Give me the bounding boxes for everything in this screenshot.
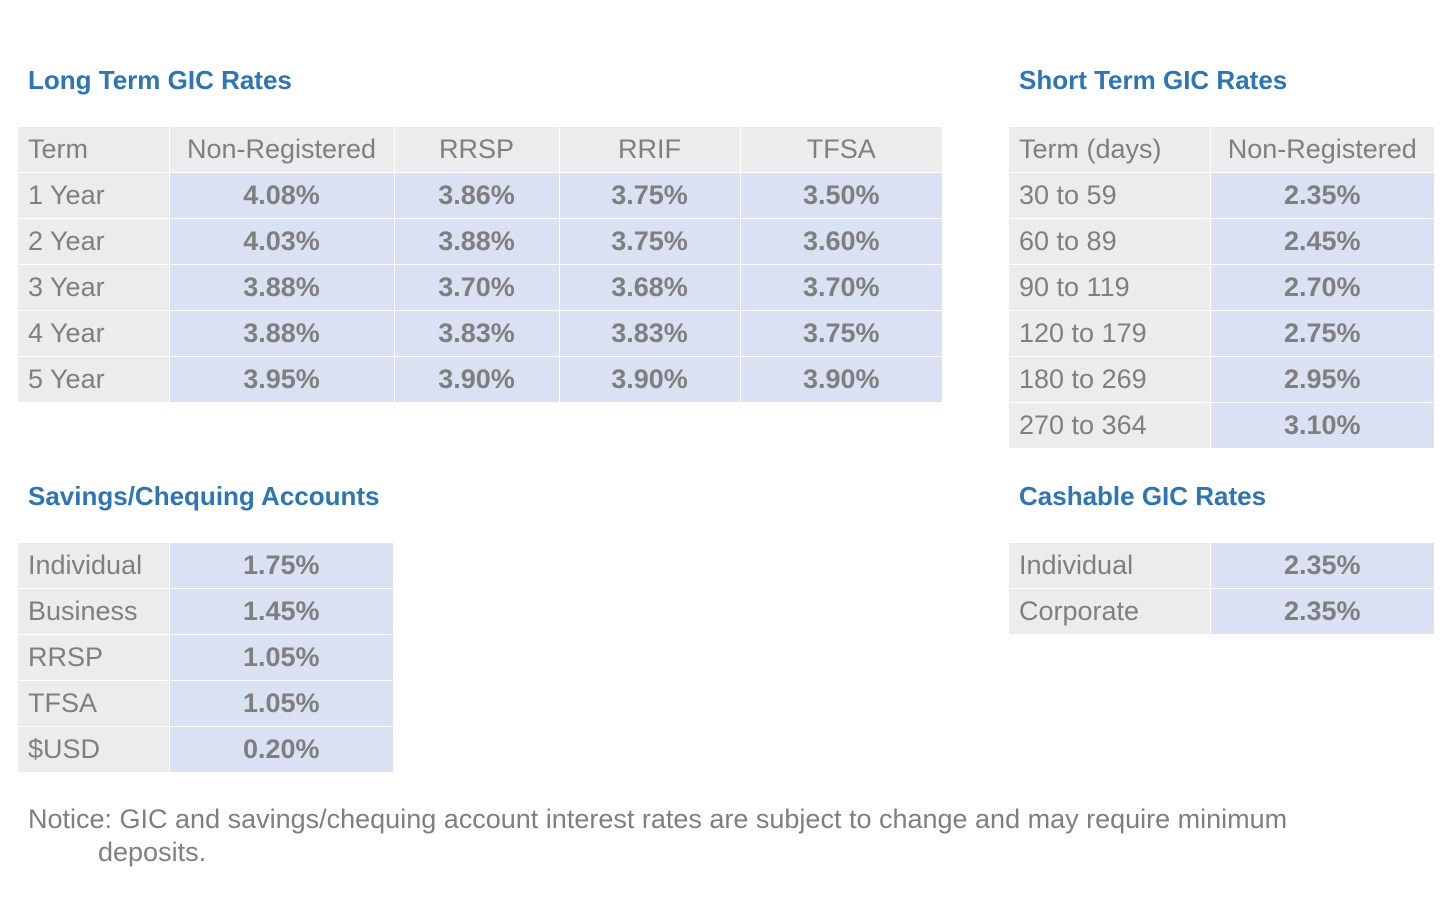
rate-value: 3.10% — [1210, 402, 1434, 448]
rate-non-registered: 4.03% — [169, 218, 395, 265]
rate-rrif: 3.90% — [559, 356, 741, 402]
rate-value: 2.75% — [1210, 310, 1434, 357]
table-header-row: Term (days) Non-Registered — [1009, 127, 1434, 173]
account-label: RRSP — [18, 634, 170, 681]
rate-tfsa: 3.75% — [740, 310, 942, 357]
table-row: 2 Year 4.03% 3.88% 3.75% 3.60% — [18, 218, 942, 265]
table-row: Individual 1.75% — [18, 543, 393, 589]
cashable-table: Individual 2.35% Corporate 2.35% — [1009, 543, 1434, 634]
term-label: 3 Year — [18, 264, 170, 311]
rate-tfsa: 3.70% — [740, 264, 942, 311]
term-label: 120 to 179 — [1009, 310, 1211, 357]
table-row: $USD 0.20% — [18, 726, 393, 772]
rate-rrsp: 3.70% — [394, 264, 560, 311]
rate-non-registered: 3.88% — [169, 310, 395, 357]
rate-non-registered: 4.08% — [169, 172, 395, 219]
term-label: 30 to 59 — [1009, 172, 1211, 219]
table-row: Corporate 2.35% — [1009, 588, 1434, 634]
table-row: RRSP 1.05% — [18, 634, 393, 681]
rate-tfsa: 3.50% — [740, 172, 942, 219]
header-tfsa: TFSA — [740, 127, 942, 173]
rate-rrif: 3.75% — [559, 172, 741, 219]
table-row: 30 to 59 2.35% — [1009, 172, 1434, 219]
rate-value: 1.05% — [169, 680, 393, 727]
rate-value: 2.45% — [1210, 218, 1434, 265]
header-non-registered: Non-Registered — [1210, 127, 1434, 173]
rate-rrsp: 3.86% — [394, 172, 560, 219]
rate-value: 1.05% — [169, 634, 393, 681]
table-row: 4 Year 3.88% 3.83% 3.83% 3.75% — [18, 310, 942, 357]
term-label: 1 Year — [18, 172, 170, 219]
rate-value: 1.45% — [169, 588, 393, 635]
term-label: 270 to 364 — [1009, 402, 1211, 448]
long-term-table: Term Non-Registered RRSP RRIF TFSA 1 Yea… — [18, 127, 942, 402]
rate-rrsp: 3.90% — [394, 356, 560, 402]
rate-tfsa: 3.90% — [740, 356, 942, 402]
rate-rrif: 3.68% — [559, 264, 741, 311]
savings-table: Individual 1.75% Business 1.45% RRSP 1.0… — [18, 543, 393, 772]
table-row: 120 to 179 2.75% — [1009, 310, 1434, 357]
term-label: 90 to 119 — [1009, 264, 1211, 311]
table-row: TFSA 1.05% — [18, 680, 393, 727]
term-label: 180 to 269 — [1009, 356, 1211, 403]
rate-value: 1.75% — [169, 543, 393, 589]
rate-value: 2.35% — [1210, 588, 1434, 634]
notice-line-1: Notice: GIC and savings/chequing account… — [28, 804, 1288, 834]
term-label: 4 Year — [18, 310, 170, 357]
account-label: TFSA — [18, 680, 170, 727]
rate-non-registered: 3.88% — [169, 264, 395, 311]
table-row: 1 Year 4.08% 3.86% 3.75% 3.50% — [18, 172, 942, 219]
term-label: 2 Year — [18, 218, 170, 265]
table-row: 90 to 119 2.70% — [1009, 264, 1434, 311]
short-term-table: Term (days) Non-Registered 30 to 59 2.35… — [1009, 127, 1434, 448]
table-row: Individual 2.35% — [1009, 543, 1434, 589]
rate-value: 2.95% — [1210, 356, 1434, 403]
header-rrsp: RRSP — [394, 127, 560, 173]
rate-rrif: 3.83% — [559, 310, 741, 357]
notice-line-2: deposits. — [98, 837, 207, 867]
header-term-days: Term (days) — [1009, 127, 1211, 173]
rate-tfsa: 3.60% — [740, 218, 942, 265]
notice-text: Notice: GIC and savings/chequing account… — [28, 803, 1358, 869]
account-label: Business — [18, 588, 170, 635]
rate-non-registered: 3.95% — [169, 356, 395, 402]
cashable-title: Cashable GIC Rates — [1019, 481, 1267, 511]
table-row: 270 to 364 3.10% — [1009, 402, 1434, 448]
header-rrif: RRIF — [559, 127, 741, 173]
rate-rrsp: 3.88% — [394, 218, 560, 265]
table-row: 3 Year 3.88% 3.70% 3.68% 3.70% — [18, 264, 942, 311]
long-term-title: Long Term GIC Rates — [28, 65, 292, 95]
rate-rrsp: 3.83% — [394, 310, 560, 357]
account-label: Individual — [18, 543, 170, 589]
rate-value: 0.20% — [169, 726, 393, 772]
table-row: Business 1.45% — [18, 588, 393, 635]
rate-rrif: 3.75% — [559, 218, 741, 265]
savings-title: Savings/Chequing Accounts — [28, 481, 380, 511]
header-non-registered: Non-Registered — [169, 127, 395, 173]
table-row: 180 to 269 2.95% — [1009, 356, 1434, 403]
rate-value: 2.35% — [1210, 172, 1434, 219]
table-row: 5 Year 3.95% 3.90% 3.90% 3.90% — [18, 356, 942, 402]
account-label: Corporate — [1009, 588, 1211, 634]
table-header-row: Term Non-Registered RRSP RRIF TFSA — [18, 127, 942, 173]
term-label: 60 to 89 — [1009, 218, 1211, 265]
rate-value: 2.35% — [1210, 543, 1434, 589]
short-term-title: Short Term GIC Rates — [1019, 65, 1288, 95]
account-label: $USD — [18, 726, 170, 772]
header-term: Term — [18, 127, 170, 173]
table-row: 60 to 89 2.45% — [1009, 218, 1434, 265]
term-label: 5 Year — [18, 356, 170, 402]
rate-value: 2.70% — [1210, 264, 1434, 311]
account-label: Individual — [1009, 543, 1211, 589]
